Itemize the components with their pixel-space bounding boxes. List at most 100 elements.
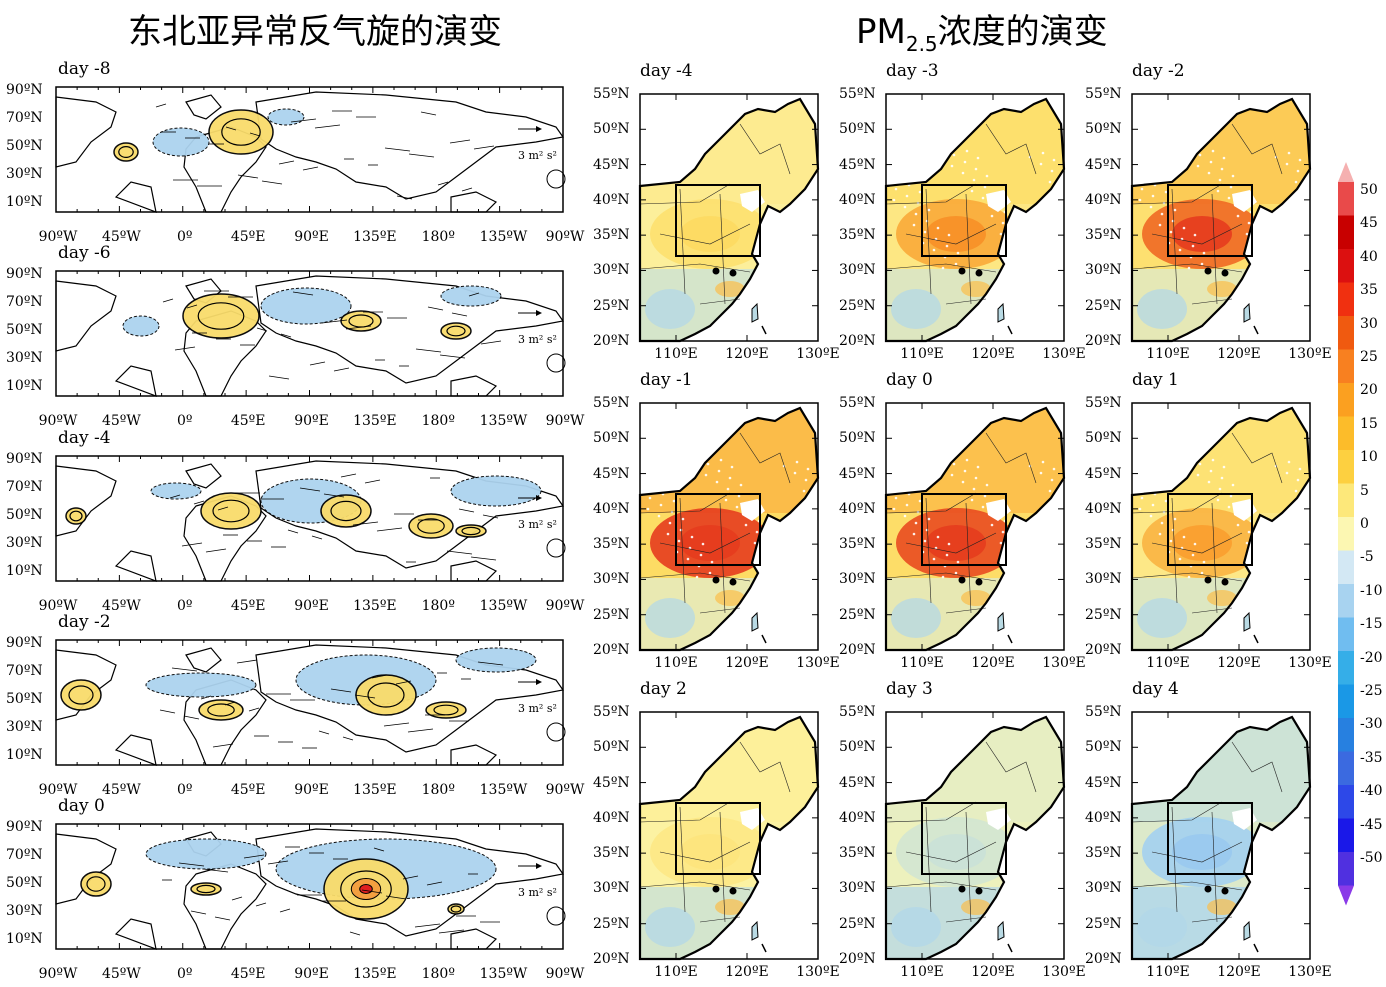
colorbar-segment [1338,215,1354,249]
regional-lat-tick: 20ºN [839,951,876,967]
global-lon-tick: 45ºW [101,782,141,798]
colorbar-segment [1338,751,1354,785]
colorbar-label: -20 [1360,649,1383,666]
global-lon-tick: 180º [421,782,455,798]
regional-lon-tick: 110ºE [1146,964,1190,980]
regional-lat-tick: 35ºN [839,536,876,553]
colorbar-label: 30 [1360,315,1378,332]
svg-text:3 m² s²: 3 m² s² [518,149,557,162]
global-panel-label: day -4 [58,428,111,448]
global-lon-tick: 45ºE [230,598,266,614]
regional-lat-tick: 45ºN [839,156,876,173]
regional-lat-tick: 25ºN [839,297,876,314]
regional-lat-tick: 40ºN [839,809,876,826]
global-lon-tick: 0º [177,413,193,429]
regional-panel-label: day -2 [1132,61,1185,81]
regional-lat-tick: 45ºN [1085,465,1122,482]
colorbar-segment [1338,517,1354,551]
colorbar-segment [1338,249,1354,283]
colorbar-segment [1338,282,1354,316]
global-lat-tick: 30ºN [6,719,43,735]
colorbar-segment [1338,651,1354,685]
colorbar-segment [1338,483,1354,517]
regional-lon-tick: 130ºE [1042,346,1086,362]
global-lat-tick: 90ºN [6,82,43,98]
colorbar-segment [1338,182,1354,216]
regional-panel-map [638,402,820,652]
regional-lon-tick: 130ºE [1042,655,1086,671]
regional-lat-tick: 40ºN [593,809,630,826]
colorbar-label: 50 [1360,182,1378,198]
regional-lat-tick: 50ºN [593,121,630,138]
regional-lon-tick: 130ºE [796,346,840,362]
colorbar-label: -25 [1360,683,1383,699]
global-panel-label: day -8 [58,59,111,79]
global-lon-tick: 135ºW [479,229,528,245]
regional-lon-tick: 130ºE [1042,964,1086,980]
regional-lon-tick: 120ºE [725,964,769,980]
colorbar-label: 0 [1360,516,1369,532]
regional-lat-tick: 30ºN [1085,262,1122,279]
global-lat-tick: 70ºN [6,110,43,126]
regional-lat-tick: 40ºN [1085,500,1122,517]
right-title-sub: 2.5 [905,31,938,56]
regional-lat-tick: 25ºN [593,297,630,314]
regional-panel-label: day 2 [640,679,687,699]
regional-lat-tick: 30ºN [839,262,876,279]
colorbar-label: -45 [1360,816,1383,833]
colorbar-label: 15 [1360,415,1378,432]
colorbar-label: -5 [1360,549,1374,566]
regional-lat-tick: 30ºN [593,571,630,588]
regional-panel-map [1130,93,1312,343]
regional-lat-tick: 50ºN [839,739,876,756]
regional-lon-tick: 120ºE [1217,655,1261,671]
colorbar-segment [1338,450,1354,484]
regional-lat-tick: 55ºN [593,395,630,411]
regional-panel-map [1130,402,1312,652]
colorbar-label: 10 [1360,449,1378,466]
regional-lon-tick: 130ºE [1288,964,1332,980]
regional-lat-tick: 30ºN [593,262,630,279]
colorbar-segment [1338,383,1354,417]
global-lon-tick: 90ºE [294,966,329,982]
regional-lon-tick: 120ºE [971,655,1015,671]
global-lat-tick: 50ºN [6,138,43,154]
global-lon-tick: 180º [421,966,455,982]
regional-lon-tick: 110ºE [900,346,944,362]
global-panel-label: day -2 [58,612,111,632]
global-lon-tick: 90ºW [38,782,78,798]
regional-lat-tick: 35ºN [1085,845,1122,862]
regional-lon-tick: 120ºE [971,346,1015,362]
global-lon-tick: 45ºW [101,598,141,614]
global-lon-tick: 90ºW [38,598,78,614]
colorbar-bottom-arrow [1338,885,1354,906]
global-lat-tick: 30ºN [6,903,43,919]
regional-panel-map [638,93,820,343]
regional-panel-label: day 4 [1132,679,1179,699]
global-lat-tick: 10ºN [6,563,43,579]
global-lon-tick: 45ºE [230,229,266,245]
colorbar-label: 25 [1360,349,1378,365]
colorbar-label: -30 [1360,716,1383,733]
global-lon-tick: 135ºW [479,413,528,429]
regional-lat-tick: 40ºN [1085,191,1122,208]
colorbar-segment [1338,785,1354,819]
global-lat-tick: 30ºN [6,166,43,182]
regional-lat-tick: 40ºN [593,191,630,208]
global-lat-tick: 10ºN [6,747,43,763]
regional-panel-label: day 1 [1132,370,1179,390]
colorbar-segment [1338,584,1354,618]
regional-lat-tick: 55ºN [839,395,876,411]
regional-lat-tick: 30ºN [839,571,876,588]
regional-lon-tick: 110ºE [654,655,698,671]
colorbar-label: -15 [1360,616,1383,633]
regional-lat-tick: 20ºN [593,333,630,349]
global-lon-tick: 90ºE [294,229,329,245]
regional-lat-tick: 20ºN [839,333,876,349]
svg-text:3 m² s²: 3 m² s² [518,333,557,346]
global-lon-tick: 135ºW [479,782,528,798]
svg-text:3 m² s²: 3 m² s² [518,702,557,715]
global-lon-tick: 135ºW [479,598,528,614]
global-lon-tick: 45ºW [101,229,141,245]
regional-lat-tick: 25ºN [1085,915,1122,932]
